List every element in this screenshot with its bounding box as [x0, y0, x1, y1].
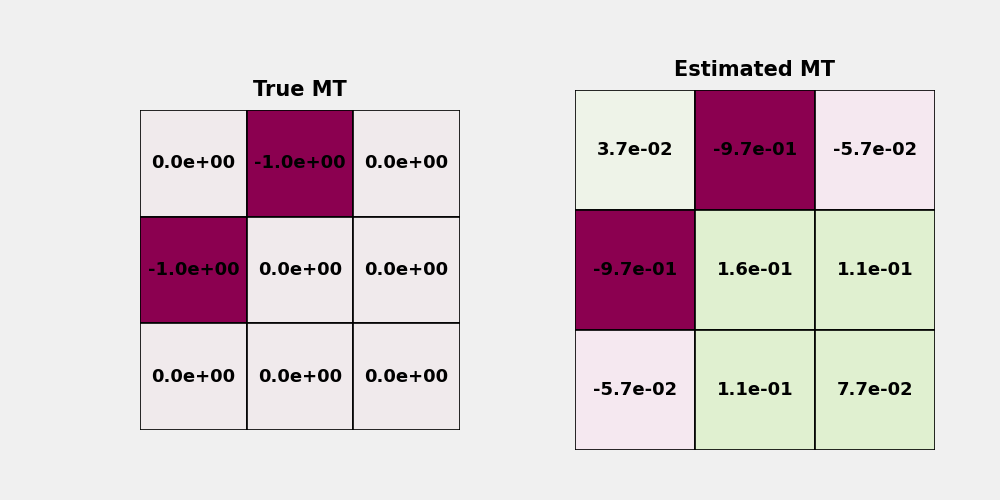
Text: 0.0e+00: 0.0e+00	[258, 368, 342, 386]
Text: 0.0e+00: 0.0e+00	[258, 261, 342, 279]
Text: 0.0e+00: 0.0e+00	[151, 154, 235, 172]
Bar	[575, 90, 695, 210]
Bar	[575, 210, 695, 330]
Bar	[695, 210, 815, 330]
Text: -1.0e+00: -1.0e+00	[254, 154, 346, 172]
Text: -5.7e-02: -5.7e-02	[593, 381, 677, 399]
Text: -5.7e-02: -5.7e-02	[833, 141, 917, 159]
Title: Estimated MT: Estimated MT	[674, 60, 836, 80]
Bar	[815, 330, 935, 450]
Text: -9.7e-01: -9.7e-01	[713, 141, 797, 159]
Text: 1.1e-01: 1.1e-01	[717, 381, 793, 399]
Bar	[353, 324, 460, 430]
Title: True MT: True MT	[253, 80, 347, 100]
Text: 0.0e+00: 0.0e+00	[151, 368, 235, 386]
Bar	[247, 324, 353, 430]
Bar	[247, 110, 353, 216]
Text: -9.7e-01: -9.7e-01	[593, 261, 677, 279]
Bar	[140, 324, 247, 430]
Bar	[695, 90, 815, 210]
Bar	[695, 330, 815, 450]
Bar	[247, 216, 353, 324]
Text: 1.6e-01: 1.6e-01	[717, 261, 793, 279]
Text: 1.1e-01: 1.1e-01	[837, 261, 913, 279]
Text: 0.0e+00: 0.0e+00	[365, 368, 449, 386]
Text: 0.0e+00: 0.0e+00	[365, 154, 449, 172]
Bar	[575, 330, 695, 450]
Text: 0.0e+00: 0.0e+00	[365, 261, 449, 279]
Bar	[815, 90, 935, 210]
Bar	[353, 216, 460, 324]
Bar	[140, 216, 247, 324]
Text: 3.7e-02: 3.7e-02	[597, 141, 673, 159]
Bar	[815, 210, 935, 330]
Text: -1.0e+00: -1.0e+00	[148, 261, 239, 279]
Bar	[140, 110, 247, 216]
Bar	[353, 110, 460, 216]
Text: 7.7e-02: 7.7e-02	[837, 381, 913, 399]
